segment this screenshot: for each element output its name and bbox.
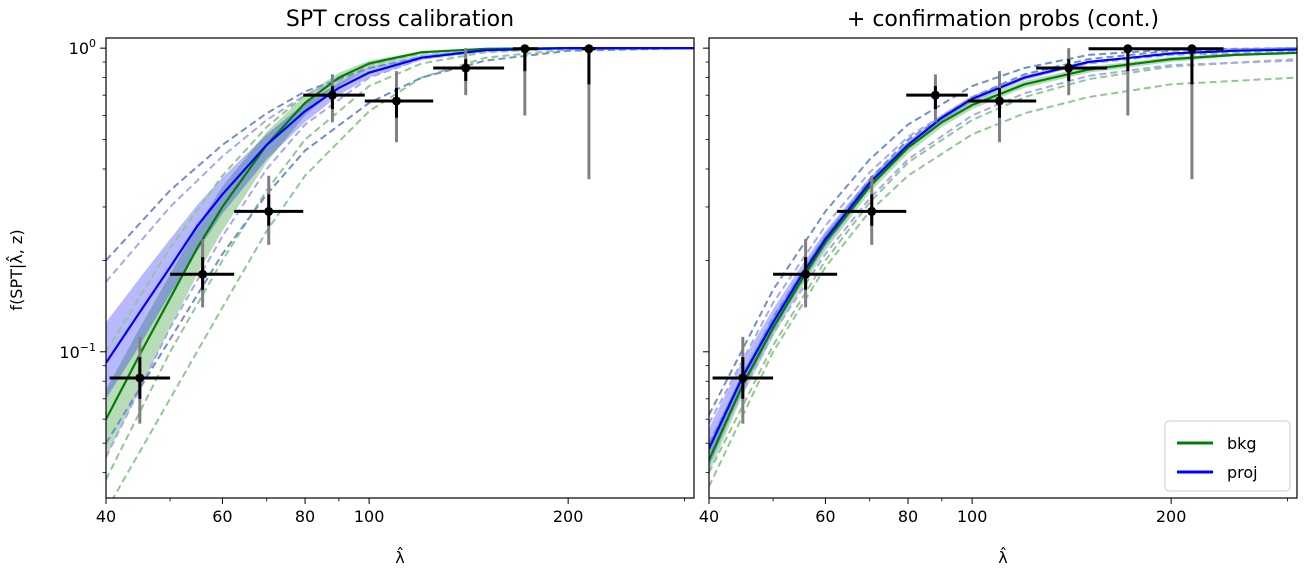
y-axis-label: f(SPT|λ̂, z)	[6, 229, 26, 310]
data-point-1	[773, 239, 838, 308]
data-point-2	[234, 175, 304, 245]
right-x-axis-label: λ̂	[998, 547, 1007, 567]
point-marker	[461, 63, 471, 73]
right-panel: + confirmation probs (cont.) 40 60 80 100 20…	[699, 7, 1298, 567]
point-marker	[1064, 63, 1074, 73]
point-marker	[198, 269, 208, 279]
point-marker	[584, 44, 594, 54]
dashed-curve-0	[709, 76, 1297, 487]
dashed-curve-4	[106, 47, 694, 283]
x-tick-label: 40	[96, 507, 116, 526]
data-point-5	[1036, 48, 1108, 96]
point-marker	[135, 373, 145, 383]
right-panel-title: + confirmation probs (cont.)	[847, 7, 1159, 32]
line-proj	[709, 48, 1297, 450]
x-tick-label: 200	[553, 507, 584, 526]
data-point-0	[109, 336, 171, 424]
data-point-6	[512, 44, 538, 116]
data-point-2	[837, 175, 907, 245]
plot-frame	[708, 37, 1298, 499]
x-tick-label: 200	[1156, 507, 1187, 526]
data-point-6	[1088, 44, 1172, 116]
point-marker	[391, 96, 401, 106]
x-tick-label: 100	[354, 507, 385, 526]
legend-label-bkg: bkg	[1227, 434, 1257, 453]
point-marker	[1187, 44, 1197, 54]
point-marker	[327, 90, 337, 100]
data-point-1	[170, 239, 235, 308]
dashed-curve-2	[709, 59, 1297, 458]
data-point-0	[712, 336, 774, 424]
left-plot-area: 40 60 80 100 200 100 10−1	[59, 37, 695, 526]
point-marker	[867, 206, 877, 216]
x-tick-label: 100	[957, 507, 988, 526]
band-proj	[709, 48, 1297, 467]
band-bkg	[106, 48, 694, 458]
x-tick-label: 60	[212, 507, 232, 526]
line-proj	[106, 46, 694, 364]
left-x-axis-label: λ̂	[395, 547, 404, 567]
point-marker	[1123, 44, 1133, 54]
dashed-curve-1	[709, 58, 1297, 474]
x-tick-label: 40	[699, 507, 719, 526]
x-tick-label: 80	[898, 507, 918, 526]
x-tick-label: 60	[815, 507, 835, 526]
left-panel-title: SPT cross calibration	[286, 7, 514, 32]
band-bkg	[709, 51, 1297, 473]
data-point-7	[582, 44, 596, 180]
data-point-3	[303, 74, 365, 123]
plot-inner	[106, 44, 694, 498]
dashed-curve-4	[709, 47, 1297, 444]
data-point-7	[1171, 44, 1224, 180]
line-bkg	[709, 51, 1297, 461]
plot-frame	[105, 37, 695, 499]
dashed-curve-2	[106, 47, 694, 353]
legend: bkg proj	[1164, 420, 1291, 492]
point-marker	[264, 206, 274, 216]
point-marker	[930, 90, 940, 100]
right-plot-area: 40 60 80 100 200 bkg proj	[699, 37, 1298, 526]
plot-inner	[709, 44, 1297, 487]
data-point-4	[967, 71, 1037, 143]
point-marker	[801, 269, 811, 279]
point-marker	[994, 96, 1004, 106]
data-point-5	[433, 48, 505, 96]
left-panel: SPT cross calibration 40 60 80 100 200 100 10−…	[59, 7, 695, 567]
x-tick-label: 80	[295, 507, 315, 526]
data-point-3	[906, 74, 968, 123]
legend-label-proj: proj	[1227, 463, 1258, 482]
y-tick-label: 100	[69, 37, 96, 58]
dashed-curve-6	[106, 47, 694, 444]
dashed-curve-0	[112, 47, 694, 498]
data-point-4	[364, 71, 434, 143]
y-tick-label: 10−1	[59, 341, 96, 362]
dashed-curve-5	[709, 47, 1297, 416]
point-marker	[520, 44, 530, 54]
point-marker	[738, 373, 748, 383]
dashed-curve-3	[709, 50, 1297, 425]
